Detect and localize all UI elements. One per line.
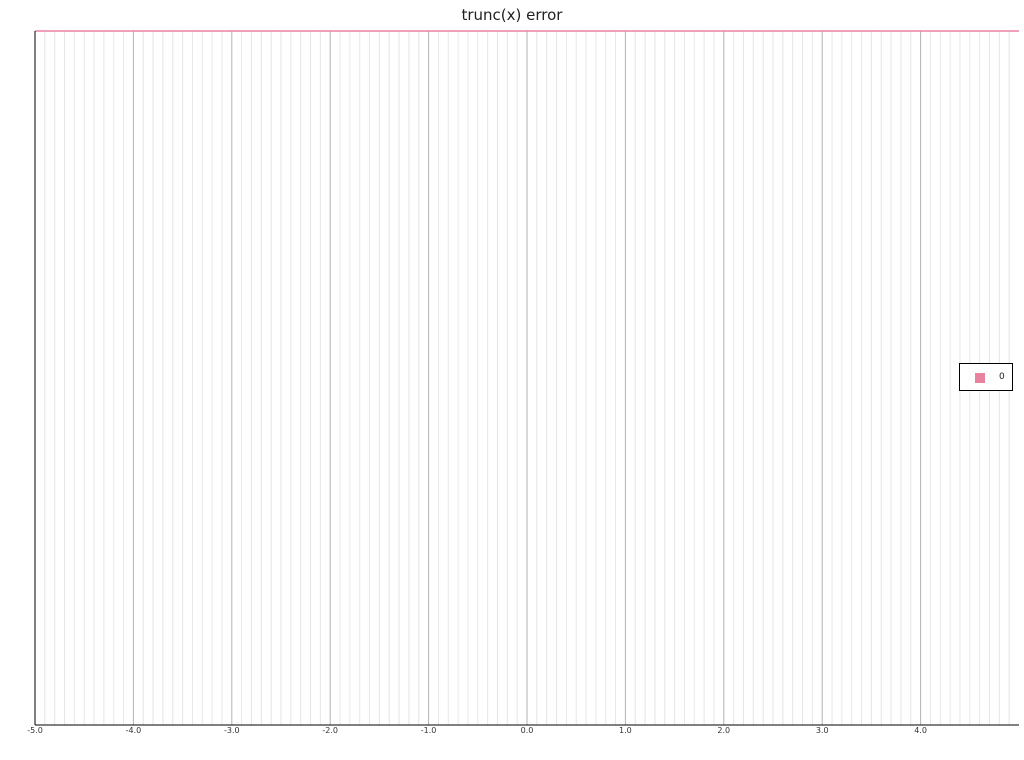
x-tick-labels: -5.0 -4.0 -3.0 -2.0 -1.0 0.0 1.0 2.0 3.0 4.0: [27, 726, 927, 735]
legend-label-series-0: 0: [999, 372, 1005, 382]
x-tick-label: 4.0: [914, 726, 927, 735]
x-tick-label: 0.0: [521, 726, 534, 735]
x-tick-label: 3.0: [816, 726, 829, 735]
major-gridlines: [132, 31, 922, 725]
minor-gridlines: [44, 31, 1010, 725]
x-tick-label: -1.0: [421, 726, 437, 735]
x-tick-label: -4.0: [126, 726, 142, 735]
x-tick-label: -3.0: [224, 726, 240, 735]
legend-swatch-series-0: [975, 373, 985, 383]
x-tick-label: 1.0: [619, 726, 632, 735]
legend: 0: [959, 363, 1013, 391]
x-tick-label: -2.0: [322, 726, 338, 735]
chart-title: trunc(x) error: [461, 6, 563, 24]
x-tick-label: -5.0: [27, 726, 43, 735]
x-tick-label: 2.0: [717, 726, 730, 735]
